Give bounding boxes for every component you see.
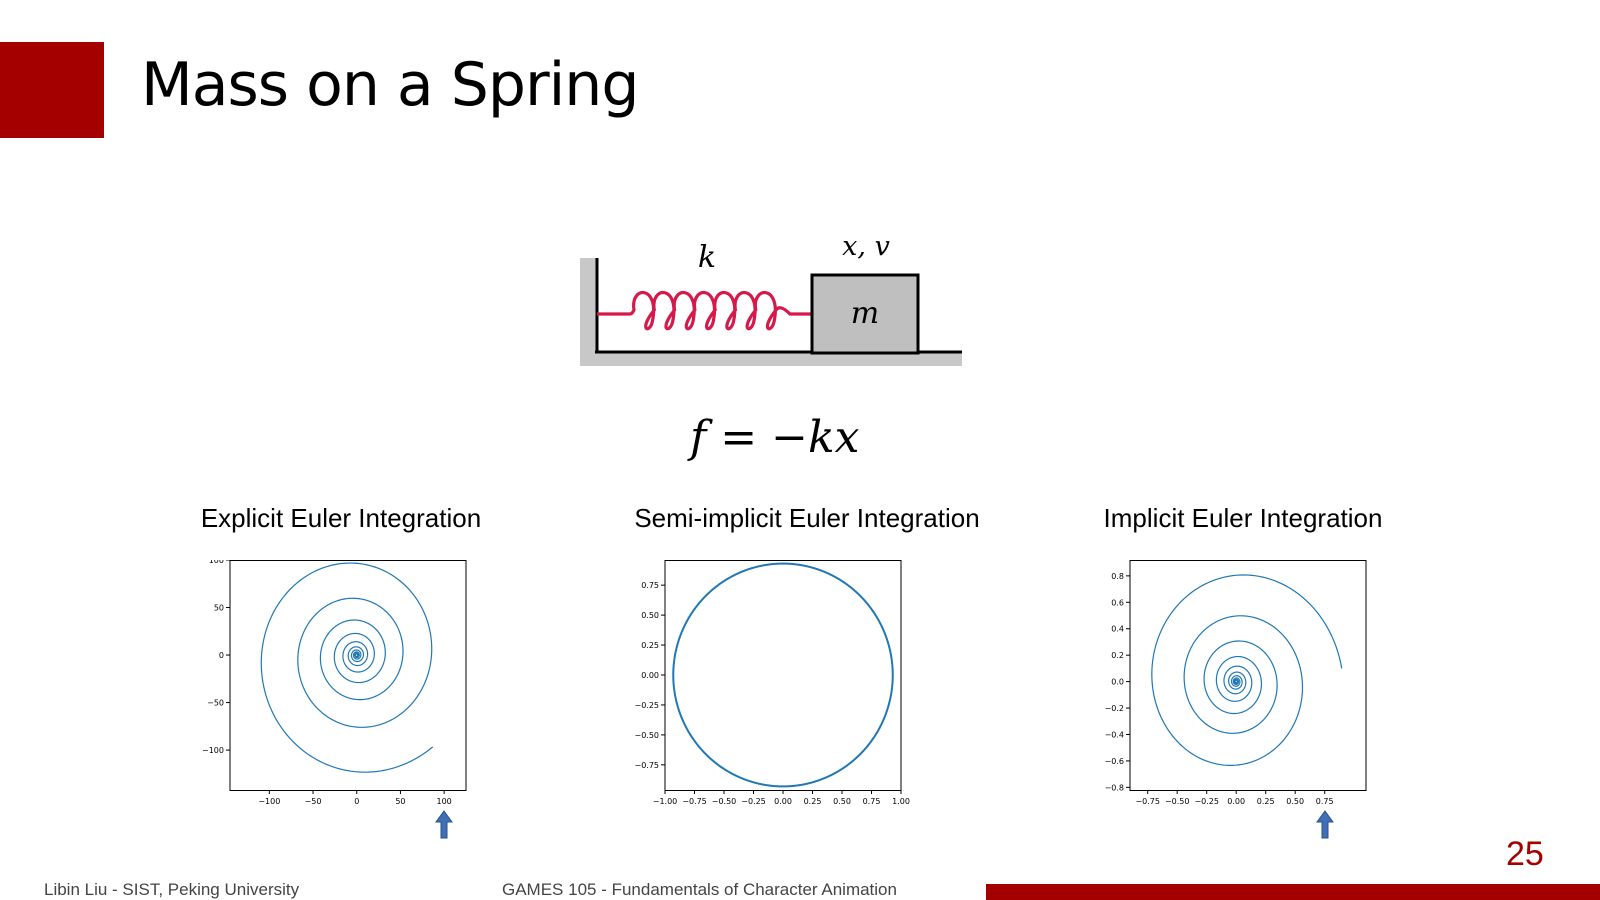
y-tick-label: −0.4 <box>1105 730 1124 739</box>
explicit-euler-plot: −100 −50 0 50 100 100 50 0 −50 −100 <box>202 560 467 806</box>
x-tick-label: −0.75 <box>1135 797 1160 806</box>
spring-coil <box>597 291 812 331</box>
y-tick-label: 0.4 <box>1111 625 1124 634</box>
spring-constant-label: k <box>698 240 716 275</box>
x-tick-label: −50 <box>305 797 322 806</box>
y-tick-label: −0.75 <box>634 761 659 770</box>
arrow-up-icon <box>435 810 454 839</box>
footer-author: Libin Liu - SIST, Peking University <box>44 880 300 899</box>
y-tick-label: −50 <box>207 699 224 708</box>
x-tick-label: 0 <box>354 797 359 806</box>
y-tick-label: 0.2 <box>1111 651 1124 660</box>
footer-course: GAMES 105 - Fundamentals of Character An… <box>502 880 897 899</box>
x-tick-label: −0.50 <box>712 797 737 806</box>
x-tick-label: 0.00 <box>774 797 792 806</box>
x-tick-label: 0.00 <box>1227 797 1245 806</box>
x-tick-label: 100 <box>437 797 452 806</box>
y-tick-label: 100 <box>209 560 224 565</box>
y-tick-label: 0.25 <box>641 641 659 650</box>
implicit-euler-plot: −0.75 −0.50 −0.25 0.00 0.25 0.50 0.75 0.8 0.6 0.4… <box>1105 560 1367 806</box>
arrow-shape <box>1315 810 1334 839</box>
x-tick-label: −1.00 <box>653 797 678 806</box>
x-tick-label: 0.75 <box>1316 797 1334 806</box>
mass-block <box>810 273 920 355</box>
page-number: 25 <box>1506 835 1544 873</box>
y-tick-label: 50 <box>214 604 224 613</box>
state-label: x, v <box>842 231 890 262</box>
y-tick-label: 0.50 <box>641 611 659 620</box>
y-tick-label: −0.50 <box>634 731 659 740</box>
x-tick-label: 50 <box>395 797 405 806</box>
implicit-euler-title: Implicit Euler Integration <box>1103 503 1383 533</box>
series-line <box>672 562 894 788</box>
x-tick-label: 0.25 <box>1257 797 1275 806</box>
x-tick-label: −0.25 <box>741 797 766 806</box>
arrow-shape <box>435 810 454 839</box>
plot-frame <box>664 560 902 791</box>
series-line <box>1151 574 1343 766</box>
force-formula: f = −kx <box>690 412 860 463</box>
footer-accent-bar <box>986 884 1600 900</box>
x-tick-label: −0.75 <box>682 797 707 806</box>
y-tick-label: −0.25 <box>634 701 659 710</box>
title-accent-block <box>0 42 104 138</box>
x-tick-label: 0.75 <box>863 797 881 806</box>
y-tick-label: 0.75 <box>641 581 659 590</box>
semi-implicit-euler-title: Semi-implicit Euler Integration <box>634 503 980 533</box>
arrow-up-icon <box>1315 810 1334 839</box>
y-tick-label: 0.8 <box>1111 572 1124 581</box>
x-tick-label: −0.25 <box>1194 797 1219 806</box>
y-tick-label: 0.0 <box>1111 678 1124 687</box>
slide-title: Mass on a Spring <box>141 50 639 120</box>
x-tick-label: −0.50 <box>1165 797 1190 806</box>
mass-label: m <box>851 296 879 331</box>
y-tick-label: 0.00 <box>641 671 659 680</box>
y-tick-label: −0.2 <box>1105 704 1124 713</box>
x-tick-label: 1.00 <box>892 797 910 806</box>
plot-frame <box>229 560 467 791</box>
plot-frame <box>1129 560 1367 791</box>
x-tick-label: 0.25 <box>804 797 822 806</box>
explicit-euler-title: Explicit Euler Integration <box>200 503 482 533</box>
series-line <box>260 562 434 773</box>
y-tick-label: −0.8 <box>1105 783 1124 792</box>
y-tick-label: −100 <box>202 746 224 755</box>
x-tick-label: 0.50 <box>833 797 851 806</box>
spring-mass-diagram: k x, v m <box>580 231 962 366</box>
semi-implicit-euler-plot: −1.00 −0.75 −0.50 −0.25 0.00 0.25 0.50 0.75 1.00… <box>634 560 910 806</box>
y-tick-label: −0.6 <box>1105 757 1124 766</box>
y-tick-label: 0 <box>219 651 224 660</box>
x-tick-label: −100 <box>258 797 280 806</box>
x-tick-label: 0.50 <box>1286 797 1304 806</box>
y-tick-label: 0.6 <box>1111 598 1124 607</box>
